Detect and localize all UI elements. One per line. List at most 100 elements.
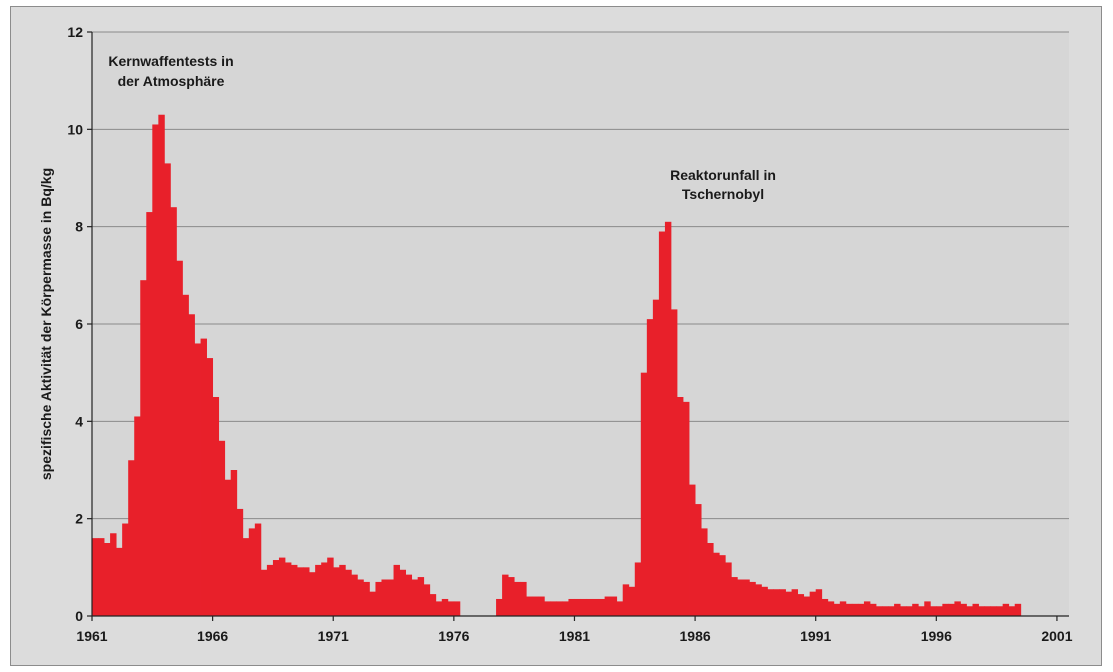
bar: [785, 591, 792, 616]
bar: [737, 579, 744, 616]
bar: [803, 596, 811, 616]
bar: [966, 606, 973, 616]
bar: [152, 124, 159, 616]
bar: [411, 579, 419, 616]
bar: [683, 401, 690, 616]
bar: [809, 591, 817, 616]
bar: [363, 581, 370, 616]
bar: [417, 577, 425, 616]
bar: [869, 603, 877, 616]
bar: [333, 567, 340, 616]
bar: [423, 584, 431, 616]
y-tick-label: 2: [75, 511, 83, 527]
bar: [381, 579, 388, 616]
bar: [260, 569, 268, 616]
bar: [284, 562, 292, 616]
x-tick-label: 1986: [680, 628, 711, 644]
bar: [876, 606, 883, 616]
bar: [375, 581, 382, 616]
bar: [616, 601, 624, 616]
bar: [164, 163, 171, 616]
bar: [502, 574, 509, 616]
annotation-nuclear-tests-line2: der Atmosphäre: [118, 73, 225, 89]
y-tick-label: 8: [75, 219, 83, 235]
bar: [182, 294, 189, 616]
bar: [429, 594, 437, 616]
bar: [845, 603, 853, 616]
y-tick-label: 6: [75, 316, 83, 332]
bar: [140, 280, 147, 616]
bar: [435, 601, 443, 616]
bar: [266, 564, 274, 616]
axes: [87, 31, 1069, 621]
bar: [942, 603, 949, 616]
bar: [610, 596, 618, 616]
bar: [110, 533, 117, 616]
y-axis-label: spezifische Aktivität der Körpermasse in…: [38, 168, 54, 480]
y-tick-label: 10: [67, 121, 83, 137]
bar: [327, 557, 334, 616]
y-tick-label: 4: [75, 413, 83, 429]
bar: [628, 586, 636, 616]
bar: [1014, 603, 1022, 616]
bar: [399, 569, 406, 616]
bar: [236, 508, 244, 616]
bar: [134, 416, 141, 616]
bar: [670, 309, 678, 616]
bar: [272, 560, 280, 616]
bar: [821, 598, 829, 616]
bar: [882, 606, 889, 616]
bar: [719, 555, 726, 616]
bar: [453, 601, 461, 616]
bar: [960, 603, 967, 616]
bar: [538, 596, 545, 616]
bar: [242, 538, 250, 616]
x-tick-label: 1966: [197, 628, 228, 644]
bar: [303, 567, 310, 616]
bar: [689, 484, 696, 616]
bar: [369, 591, 376, 616]
bar: [200, 338, 207, 616]
bar: [857, 603, 865, 616]
bars: [92, 114, 1022, 617]
x-tick-label: 1991: [800, 628, 831, 644]
bar: [122, 523, 129, 616]
bar: [640, 372, 648, 616]
bar: [158, 114, 165, 616]
bar: [586, 598, 593, 616]
bar: [532, 596, 539, 616]
bar: [930, 606, 937, 616]
bar: [658, 231, 666, 616]
bar: [731, 577, 738, 616]
bar: [773, 589, 780, 616]
bar: [972, 603, 979, 616]
bar: [580, 598, 587, 616]
bar: [622, 584, 630, 616]
bar: [592, 598, 599, 616]
annotation-chernobyl-line1: Reaktorunfall in: [670, 167, 776, 183]
annotation-chernobyl-line2: Tschernobyl: [682, 186, 764, 202]
x-tick-label: 1981: [559, 628, 590, 644]
bar: [797, 594, 805, 616]
gridlines: [92, 31, 1069, 520]
bar: [212, 397, 220, 616]
bar: [315, 564, 322, 616]
x-tick-label: 1976: [438, 628, 469, 644]
bar: [863, 601, 871, 616]
bar: [761, 586, 768, 616]
bar: [725, 562, 732, 616]
x-tick-label: 2001: [1041, 628, 1072, 644]
bar: [544, 601, 551, 616]
bar: [1008, 606, 1016, 616]
x-tick-label: 1971: [318, 628, 349, 644]
bar: [936, 606, 943, 616]
bar: [297, 567, 304, 616]
bar: [520, 581, 527, 616]
bar: [568, 598, 575, 616]
bar: [755, 584, 762, 616]
bar: [170, 207, 177, 616]
bar: [496, 598, 503, 616]
bar: [791, 589, 799, 616]
bar: [278, 557, 286, 616]
bar: [839, 601, 847, 616]
